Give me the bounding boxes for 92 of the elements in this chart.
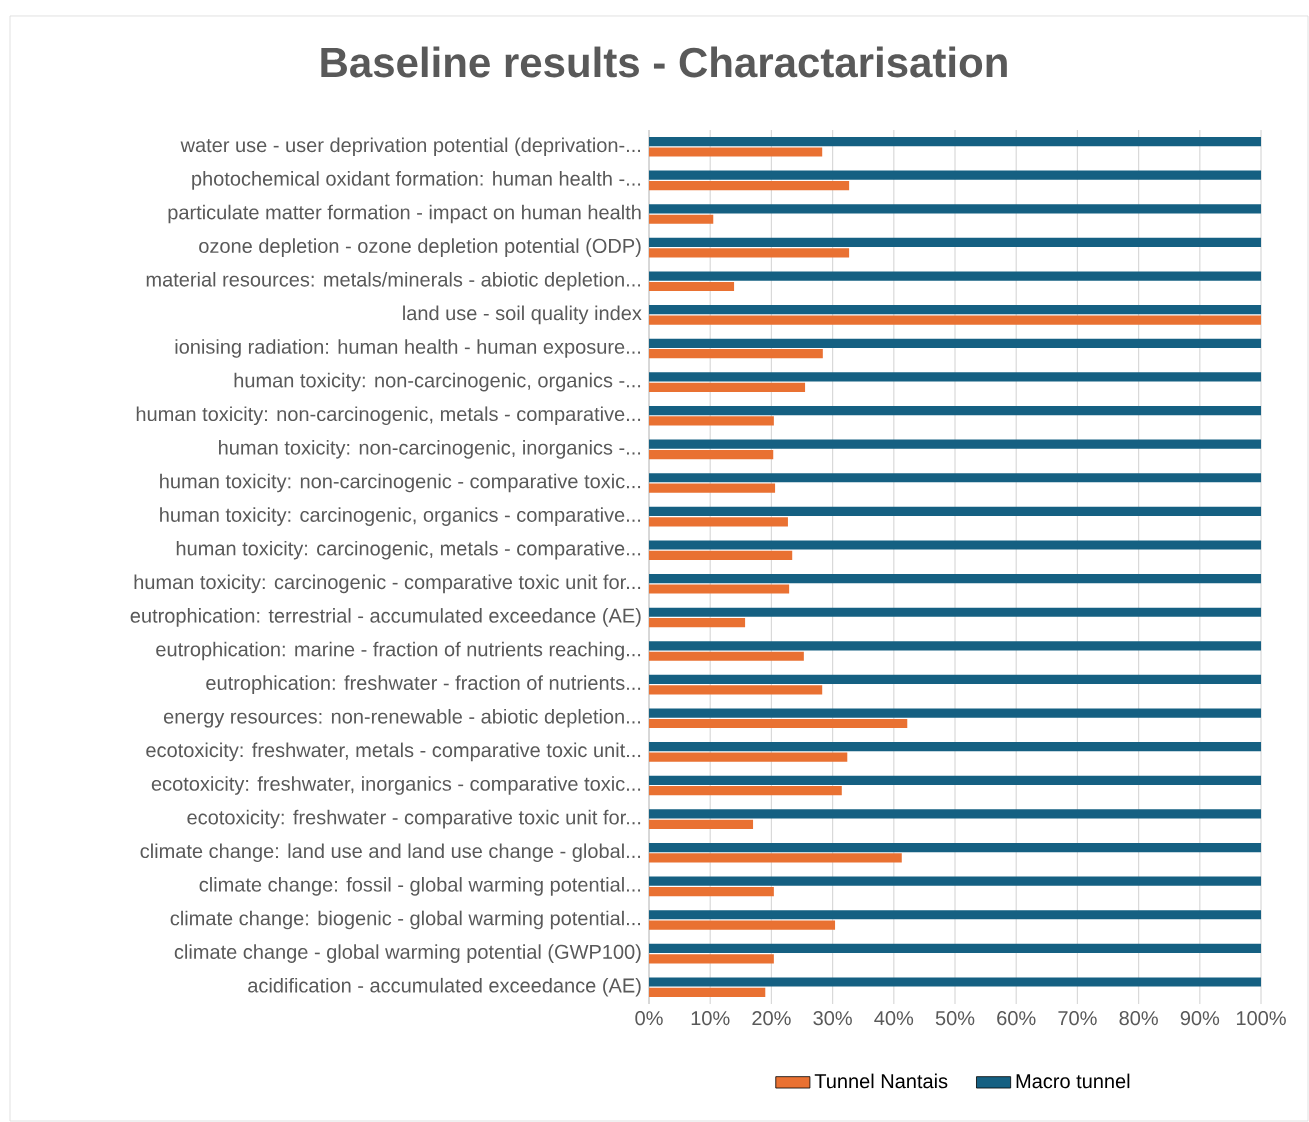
chart-title: Baseline results - Charactarisation	[321, 46, 1007, 78]
bar	[649, 786, 842, 796]
bar	[649, 584, 790, 594]
bar	[649, 147, 823, 157]
bar	[649, 853, 902, 863]
bar	[649, 248, 850, 258]
x-tick-label: 20%	[752, 1011, 791, 1026]
legend-label: Tunnel Nantais	[814, 1073, 948, 1089]
y-tick-label: climate change: land use and land use change - global...	[140, 843, 641, 863]
bar	[649, 170, 1262, 180]
bar	[649, 349, 823, 359]
bar	[649, 943, 1262, 953]
bar	[649, 237, 1262, 248]
bar	[649, 449, 774, 460]
x-tick-label: 100%	[1236, 1011, 1286, 1026]
bar	[649, 886, 774, 897]
y-tick-label: human toxicity: carcinogenic - comparative toxic unit for...	[134, 574, 641, 594]
bar	[649, 372, 1262, 382]
bar	[649, 674, 1262, 685]
bar	[649, 439, 1262, 449]
bar	[649, 775, 1262, 785]
y-tick-label: human toxicity: non-carcinogenic - comparative toxic...	[160, 473, 641, 493]
x-tick-label: 40%	[874, 1011, 914, 1026]
y-tick-label: ozone depletion - ozone depletion potential (ODP)	[199, 238, 641, 257]
x-tick-label: 0%	[635, 1011, 663, 1026]
bar	[649, 910, 1262, 920]
bar	[649, 651, 804, 661]
bar	[649, 574, 1262, 584]
bar	[649, 842, 1262, 853]
y-tick-label: climate change: fossil - global warming potential...	[199, 877, 641, 896]
y-tick-label: water use - user deprivation potential (deprivation-...	[180, 137, 641, 157]
bar	[649, 977, 1262, 987]
bar	[649, 607, 1262, 617]
y-tick-label: material resources: metals/minerals - abiotic depletion...	[146, 271, 641, 291]
bar	[649, 540, 1262, 550]
bar	[649, 641, 1262, 651]
x-tick-label: 10%	[691, 1011, 730, 1026]
bar	[649, 742, 1262, 752]
bar	[649, 920, 836, 930]
y-tick-label: eutrophication: marine - fraction of nutrients reaching...	[156, 641, 641, 661]
bar	[649, 752, 848, 762]
bar	[649, 483, 776, 493]
bar	[649, 204, 1262, 214]
bar	[649, 315, 1262, 325]
y-tick-label: eutrophication: freshwater - fraction of nutrients...	[206, 675, 641, 694]
x-tick-label: 60%	[997, 1011, 1036, 1026]
bar	[649, 338, 1262, 348]
bar	[649, 473, 1262, 483]
bar	[649, 405, 1262, 416]
bar	[649, 819, 754, 829]
bar	[649, 708, 1262, 718]
x-tick-label: 70%	[1058, 1011, 1097, 1026]
bar	[649, 618, 746, 628]
bar	[649, 876, 1262, 886]
x-tick-label: 90%	[1180, 1011, 1220, 1026]
bar	[649, 214, 714, 224]
bar	[649, 809, 1262, 819]
y-tick-label: climate change - global warming potential (GWP100)	[174, 944, 641, 963]
bar	[649, 281, 735, 292]
x-tick-label: 50%	[935, 1011, 975, 1026]
bar	[649, 506, 1262, 516]
bar	[649, 181, 850, 191]
bar	[649, 550, 793, 560]
y-tick-label: human toxicity: non-carcinogenic, metals - comparative...	[136, 406, 641, 426]
y-tick-label: ionising radiation: human health - human exposure...	[175, 339, 641, 358]
y-tick-label: human toxicity: carcinogenic, organics - comparative...	[160, 507, 641, 526]
bar	[649, 305, 1262, 315]
y-tick-label: ecotoxicity: freshwater, inorganics - comparative toxic...	[151, 776, 641, 795]
bar	[649, 954, 774, 964]
bar	[649, 271, 1262, 281]
bar	[649, 517, 788, 527]
y-tick-label: human toxicity: carcinogenic, metals - comparative...	[176, 540, 641, 560]
bar	[649, 718, 908, 729]
y-tick-label: human toxicity: non-carcinogenic, inorganics -...	[219, 440, 641, 459]
bar	[649, 987, 766, 998]
y-tick-label: ecotoxicity: freshwater, metals - comparative toxic unit...	[146, 742, 641, 762]
y-tick-label: acidification - accumulated exceedance (AE)	[248, 977, 641, 997]
y-tick-label: energy resources: non-renewable - abiotic depletion...	[163, 708, 641, 728]
y-tick-label: land use - soil quality index	[403, 305, 642, 325]
bar	[649, 416, 774, 426]
y-tick-label: photochemical oxidant formation: human health -...	[192, 171, 641, 190]
y-tick-label: eutrophication: terrestrial - accumulated exceedance (AE)	[130, 608, 641, 627]
y-tick-label: human toxicity: non-carcinogenic, organics -...	[234, 372, 641, 392]
legend-label: Macro tunnel	[1016, 1073, 1130, 1089]
x-tick-label: 30%	[813, 1011, 852, 1026]
bar	[649, 137, 1262, 147]
bar	[649, 685, 823, 695]
y-tick-label: climate change: biogenic - global warming potential...	[170, 910, 641, 930]
y-tick-label: ecotoxicity: freshwater - comparative toxic unit for...	[187, 809, 641, 829]
bar	[649, 382, 806, 392]
y-tick-label: particulate matter formation - impact on human health	[168, 204, 641, 224]
x-tick-label: 80%	[1119, 1011, 1158, 1026]
